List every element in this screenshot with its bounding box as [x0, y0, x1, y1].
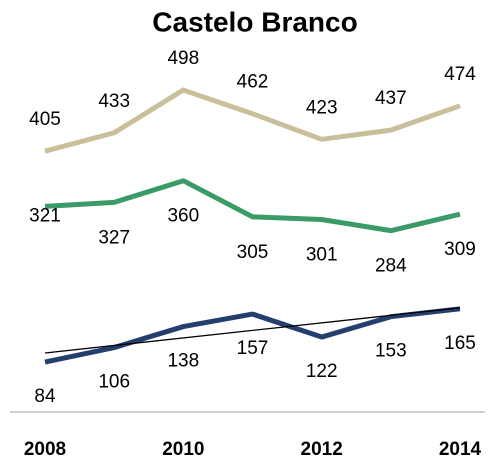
data-label: 327 — [98, 227, 130, 248]
x-tick-label: 2008 — [24, 439, 66, 460]
series-line — [44, 178, 461, 234]
data-label: 138 — [167, 351, 199, 372]
chart-title: Castelo Branco — [152, 6, 357, 37]
data-label: 84 — [34, 386, 56, 407]
x-tick-label: 2012 — [301, 439, 343, 460]
data-label: 122 — [306, 361, 338, 382]
data-label: 498 — [167, 48, 199, 69]
data-label: 462 — [237, 72, 269, 93]
data-label: 309 — [444, 239, 476, 260]
series-line — [44, 306, 461, 365]
series-line — [44, 87, 461, 154]
data-label: 153 — [375, 341, 407, 362]
data-label: 301 — [306, 244, 338, 265]
data-label: 321 — [29, 205, 61, 226]
data-label: 305 — [237, 242, 269, 263]
data-label: 474 — [444, 64, 476, 85]
x-tick-label: 2010 — [162, 439, 204, 460]
data-label: 106 — [98, 372, 130, 393]
x-tick-label: 2014 — [439, 439, 482, 460]
data-label: 405 — [29, 109, 61, 130]
data-label: 423 — [306, 97, 338, 118]
data-label: 284 — [375, 256, 407, 277]
trend-line — [44, 307, 461, 354]
data-label: 433 — [98, 91, 130, 112]
data-label: 157 — [237, 338, 269, 359]
data-label: 165 — [444, 333, 476, 354]
data-label: 360 — [167, 206, 199, 227]
data-label: 437 — [375, 88, 407, 109]
